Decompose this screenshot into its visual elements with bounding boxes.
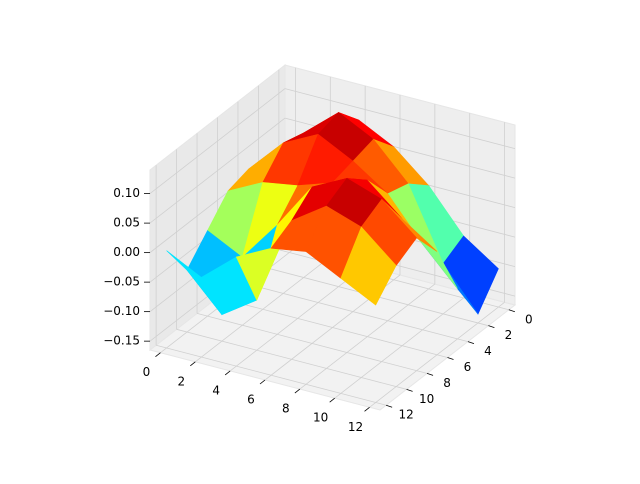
z-tick-label: −0.15 <box>103 334 140 348</box>
y-tick-label: 12 <box>398 408 413 422</box>
tick-mark <box>190 361 196 367</box>
grid-line <box>149 117 286 224</box>
z-tick-label: 0.10 <box>113 186 140 200</box>
grid-line <box>149 88 286 194</box>
grid-line <box>284 88 516 149</box>
tick-mark <box>426 373 434 376</box>
tick-mark <box>386 404 393 408</box>
grid-line <box>217 297 448 358</box>
tick-mark <box>364 406 370 412</box>
z-tick-label: −0.05 <box>103 275 140 289</box>
x-tick-label: 4 <box>212 383 220 397</box>
grid-line <box>196 313 428 374</box>
z-tick-label: −0.10 <box>103 304 140 318</box>
tick-mark <box>467 341 475 344</box>
grid-line <box>237 281 469 342</box>
x-tick-label: 2 <box>177 374 185 388</box>
tick-mark <box>294 388 301 394</box>
y-tick-label: 0 <box>525 312 533 326</box>
x-tick-label: 12 <box>348 420 363 434</box>
x-tick-label: 0 <box>143 365 151 379</box>
grid-line <box>176 328 407 390</box>
x-tick-label: 10 <box>313 411 328 425</box>
tick-mark <box>508 309 515 313</box>
surface-patch <box>340 226 397 306</box>
tick-mark <box>447 357 454 360</box>
tick-mark <box>224 370 231 376</box>
tick-mark <box>488 325 495 329</box>
y-tick-label: 4 <box>484 344 492 358</box>
z-tick-label: 0.00 <box>113 245 140 259</box>
x-tick-label: 6 <box>247 393 255 407</box>
z-tick-label: 0.05 <box>113 216 140 230</box>
tick-mark <box>329 397 335 403</box>
y-tick-label: 6 <box>464 360 472 374</box>
grid-line <box>156 344 387 406</box>
y-tick-label: 2 <box>505 328 513 342</box>
tick-mark <box>406 388 413 392</box>
tick-mark <box>259 379 266 385</box>
x-tick-label: 8 <box>282 402 290 416</box>
y-tick-label: 8 <box>443 376 451 390</box>
y-tick-label: 10 <box>419 392 434 406</box>
tick-mark <box>155 352 161 358</box>
